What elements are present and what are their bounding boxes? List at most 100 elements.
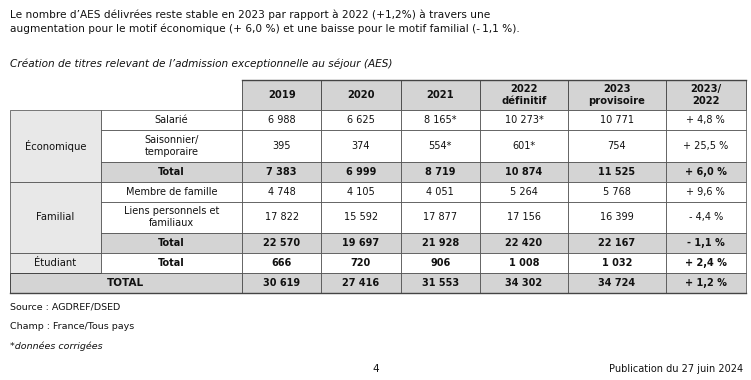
Bar: [101, 201, 242, 233]
Text: 754: 754: [608, 141, 626, 151]
Text: 374: 374: [351, 141, 370, 151]
Text: + 9,6 %: + 9,6 %: [686, 187, 725, 196]
Bar: [568, 233, 665, 253]
Bar: [400, 253, 480, 273]
Bar: [400, 111, 480, 130]
Text: 30 619: 30 619: [263, 278, 300, 288]
Text: 10 273*: 10 273*: [505, 116, 543, 125]
Text: 1 008: 1 008: [508, 258, 539, 268]
Text: 21 928: 21 928: [421, 238, 459, 248]
Text: 11 525: 11 525: [599, 167, 635, 177]
Text: 906: 906: [430, 258, 451, 268]
Bar: [568, 273, 665, 293]
Text: 601*: 601*: [512, 141, 535, 151]
Text: Liens personnels et
familiaux: Liens personnels et familiaux: [124, 206, 219, 228]
Text: 8 165*: 8 165*: [424, 116, 457, 125]
Text: 6 625: 6 625: [347, 116, 375, 125]
Text: 2019: 2019: [268, 90, 296, 100]
Text: Salarié: Salarié: [155, 116, 189, 125]
Bar: [321, 80, 400, 111]
Bar: [665, 253, 746, 273]
Text: 6 999: 6 999: [345, 167, 376, 177]
Text: + 2,4 %: + 2,4 %: [685, 258, 727, 268]
Bar: [480, 80, 568, 111]
Bar: [480, 273, 568, 293]
Text: Total: Total: [158, 258, 185, 268]
Bar: [242, 182, 321, 201]
Text: 22 167: 22 167: [599, 238, 635, 248]
Bar: [10, 111, 101, 182]
Bar: [101, 253, 242, 273]
Bar: [665, 111, 746, 130]
Text: 2023/
2022: 2023/ 2022: [690, 84, 721, 106]
Text: 395: 395: [273, 141, 291, 151]
Bar: [242, 253, 321, 273]
Text: Le nombre d’AES délivrées reste stable en 2023 par rapport à 2022 (+1,2%) à trav: Le nombre d’AES délivrées reste stable e…: [10, 10, 520, 34]
Text: Membre de famille: Membre de famille: [125, 187, 217, 196]
Text: 22 570: 22 570: [263, 238, 300, 248]
Bar: [10, 273, 242, 293]
Text: 5 768: 5 768: [603, 187, 631, 196]
Text: Économique: Économique: [25, 140, 86, 152]
Bar: [10, 253, 101, 273]
Bar: [568, 111, 665, 130]
Bar: [480, 111, 568, 130]
Bar: [101, 233, 242, 253]
Bar: [480, 233, 568, 253]
Text: + 1,2 %: + 1,2 %: [685, 278, 727, 288]
Bar: [665, 273, 746, 293]
Text: 4 051: 4 051: [427, 187, 454, 196]
Text: 720: 720: [351, 258, 371, 268]
Text: + 25,5 %: + 25,5 %: [683, 141, 728, 151]
Bar: [400, 233, 480, 253]
Bar: [321, 201, 400, 233]
Text: 2020: 2020: [347, 90, 375, 100]
Text: 34 724: 34 724: [599, 278, 635, 288]
Text: 4 105: 4 105: [347, 187, 375, 196]
Text: 19 697: 19 697: [342, 238, 379, 248]
Text: + 6,0 %: + 6,0 %: [685, 167, 727, 177]
Bar: [321, 111, 400, 130]
Text: 5 264: 5 264: [510, 187, 538, 196]
Bar: [568, 253, 665, 273]
Text: *données corrigées: *données corrigées: [10, 342, 102, 351]
Text: 2022
définitif: 2022 définitif: [501, 84, 547, 106]
Text: 4 748: 4 748: [268, 187, 296, 196]
Bar: [242, 130, 321, 162]
Text: 10 771: 10 771: [600, 116, 634, 125]
Bar: [400, 130, 480, 162]
Bar: [101, 182, 242, 201]
Text: 17 877: 17 877: [423, 212, 457, 222]
Bar: [101, 80, 242, 111]
Bar: [480, 130, 568, 162]
Text: TOTAL: TOTAL: [107, 278, 144, 288]
Text: 7 383: 7 383: [267, 167, 297, 177]
Bar: [568, 182, 665, 201]
Bar: [321, 130, 400, 162]
Bar: [321, 273, 400, 293]
Bar: [568, 201, 665, 233]
Bar: [101, 130, 242, 162]
Text: 2023
provisoire: 2023 provisoire: [589, 84, 645, 106]
Text: 4: 4: [372, 364, 379, 374]
Text: 6 988: 6 988: [268, 116, 295, 125]
Text: Étudiant: Étudiant: [35, 258, 77, 268]
Bar: [101, 162, 242, 182]
Text: 554*: 554*: [429, 141, 452, 151]
Text: Source : AGDREF/DSED: Source : AGDREF/DSED: [10, 302, 120, 311]
Text: Total: Total: [158, 167, 185, 177]
Text: 22 420: 22 420: [505, 238, 542, 248]
Bar: [568, 80, 665, 111]
Bar: [665, 233, 746, 253]
Bar: [321, 233, 400, 253]
Bar: [665, 130, 746, 162]
Text: 10 874: 10 874: [505, 167, 542, 177]
Bar: [242, 162, 321, 182]
Bar: [10, 182, 101, 253]
Text: Publication du 27 juin 2024: Publication du 27 juin 2024: [609, 364, 743, 374]
Text: 16 399: 16 399: [600, 212, 634, 222]
Text: Total: Total: [158, 238, 185, 248]
Bar: [10, 80, 101, 111]
Bar: [568, 130, 665, 162]
Bar: [101, 111, 242, 130]
